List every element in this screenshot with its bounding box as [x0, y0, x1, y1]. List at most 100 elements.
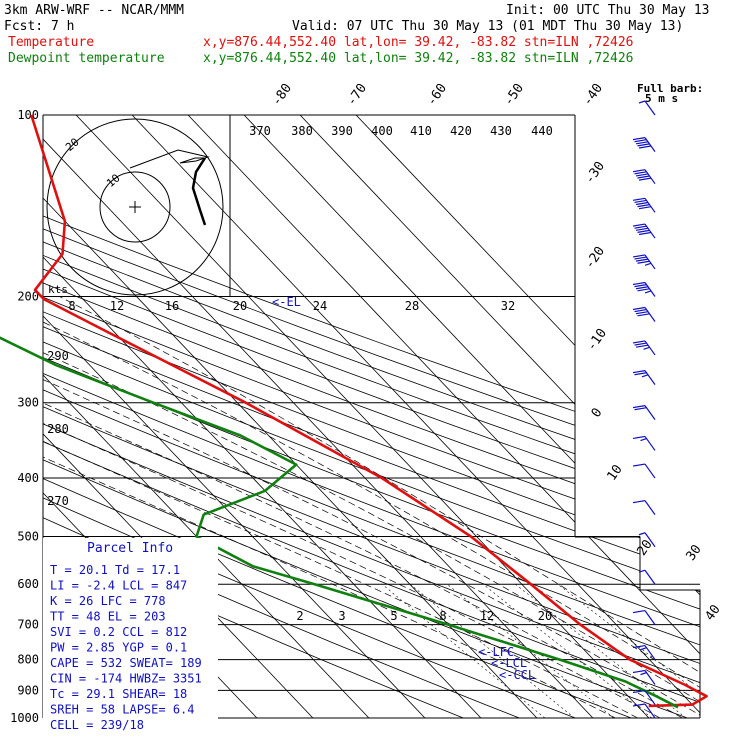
hodograph: 20 10 kts	[46, 115, 231, 296]
wind-barb-flag	[635, 141, 649, 145]
wind-barb-flag	[632, 137, 646, 141]
wind-barb-flag	[634, 199, 647, 203]
parcel-row: Tc = 29.1 SHEAR= 18	[50, 687, 187, 701]
dry-adiabat-290	[43, 115, 688, 718]
mixing-ratio-label-200: 28	[405, 299, 419, 313]
wind-barb-flag	[638, 145, 652, 149]
wind-barb	[632, 223, 656, 239]
isotherm--30	[43, 115, 426, 718]
dry-adiabat-320	[43, 115, 700, 718]
parcel-row: SREH = 58 LAPSE= 6.4	[50, 703, 195, 717]
theta-label-top: 430	[490, 124, 512, 138]
wind-barb-flag	[632, 340, 646, 344]
mixing-ratio-label-200: 32	[501, 299, 515, 313]
forecast-hour: Fcst: 7 h	[4, 19, 74, 34]
wind-barb	[632, 610, 656, 625]
wind-barb	[632, 463, 656, 479]
wind-barb-flag	[638, 569, 646, 573]
wind-barb-flag	[632, 435, 646, 440]
parcel-row: CIN = -174 HWBZ= 3351	[50, 672, 202, 686]
wind-barb-flag	[635, 311, 649, 315]
dry-adiabat-410	[43, 115, 700, 718]
level-label: <-LFC	[478, 645, 514, 659]
parcel-row: TT = 48 EL = 203	[50, 610, 166, 624]
wind-barb-flag	[635, 258, 649, 262]
wind-barb-flag	[634, 372, 647, 376]
hodograph-ring-label-20: 20	[63, 135, 82, 153]
parcel-box-bg	[43, 538, 218, 723]
wind-barb	[632, 689, 656, 705]
moist-adiabat-16	[43, 296, 683, 718]
wind-barb-staff	[644, 569, 656, 585]
barb-legend: Full barb: 5 m s	[637, 82, 703, 105]
pressure-tick-label: 800	[17, 653, 39, 667]
wind-barb-staff	[644, 463, 656, 479]
model-title: 3km ARW-WRF -- NCAR/MMM	[4, 3, 184, 18]
isotherm-label: -30	[582, 159, 608, 187]
wind-barb-flag	[637, 204, 650, 208]
mixing-ratio-label-200: 12	[110, 299, 124, 313]
level-label: <-CCL	[499, 668, 535, 682]
wind-barb-staff	[644, 197, 656, 213]
theta-label-top: 390	[331, 124, 353, 138]
parcel-row: SVI = 0.2 CCL = 812	[50, 625, 187, 639]
mixing-ratio-2	[381, 583, 546, 718]
parcel-row: LI = -2.4 LCL = 847	[50, 579, 187, 593]
isotherm-label: -70	[344, 81, 370, 109]
wind-barb	[632, 306, 656, 322]
isotherm-20	[131, 115, 700, 718]
isotherm-label: 40	[702, 602, 723, 623]
sounding-traces	[0, 114, 708, 709]
wind-barb	[632, 281, 656, 297]
pressure-tick-label: 1000	[10, 711, 39, 725]
wind-barb-staff	[644, 645, 656, 660]
isotherm-30	[187, 115, 700, 718]
dry-adiabat-440	[43, 115, 700, 718]
theta-label-top: 440	[531, 124, 553, 138]
wind-barb-flag	[637, 229, 650, 233]
wind-barb-flag	[638, 100, 646, 104]
init-time: Init: 00 UTC Thu 30 May 13	[506, 3, 710, 18]
isotherm-label: -60	[424, 81, 450, 109]
theta-label-left: 290	[47, 349, 69, 363]
wind-barb-flag	[635, 344, 649, 348]
pressure-tick-label: 700	[17, 618, 39, 632]
pressure-tick-label: 500	[17, 529, 39, 543]
wind-barb-flag	[643, 346, 650, 350]
wind-barb-staff	[644, 223, 656, 239]
wind-barb-flag	[632, 223, 646, 227]
parcel-row: PW = 2.85 YGP = 0.1	[50, 641, 187, 655]
dry-adiabat-300	[43, 115, 700, 718]
isotherm-label: -40	[580, 81, 606, 109]
wind-barb	[632, 169, 656, 185]
wind-barb	[632, 370, 656, 385]
wind-barb-flag	[632, 405, 646, 409]
wind-barb-flag	[634, 308, 647, 313]
mixing-ratio-label-200: 24	[313, 299, 327, 313]
wind-barb-flag	[641, 374, 649, 378]
wind-barb	[632, 254, 656, 270]
mixing-ratio-8	[482, 583, 652, 718]
pressure-tick-label: 100	[17, 108, 39, 122]
wind-barb-flag	[634, 171, 647, 175]
wind-barb-flag	[632, 281, 646, 286]
wind-barb-flag	[637, 288, 650, 292]
wind-barb-staff	[644, 436, 656, 451]
moist-adiabat-12	[43, 296, 661, 718]
pressure-tick-label: 900	[17, 683, 39, 697]
isotherm-label: -20	[582, 244, 608, 272]
isotherm--10	[43, 115, 538, 718]
moist-adiabat-20	[43, 296, 700, 718]
wind-barb-staff	[644, 405, 656, 420]
wind-barb-staff	[644, 254, 656, 270]
wind-barb-staff	[644, 690, 656, 705]
theta-label-top: 400	[371, 124, 393, 138]
mixing-ratio-label-200: 16	[165, 299, 179, 313]
isotherm-label: -50	[501, 81, 527, 109]
wind-barb-flag	[632, 463, 646, 467]
theta-label-top: 370	[249, 124, 271, 138]
isotherm-label: -80	[269, 81, 295, 109]
wind-barb-staff	[644, 307, 656, 322]
